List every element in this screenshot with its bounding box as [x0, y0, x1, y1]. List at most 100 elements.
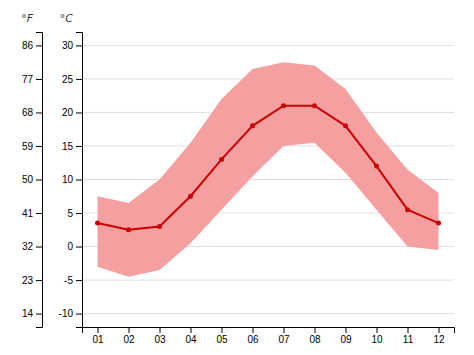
tick-mark — [129, 327, 130, 333]
tick-mark — [76, 112, 82, 113]
point — [436, 221, 441, 226]
tick-label: 05 — [216, 334, 228, 345]
tick-mark — [76, 213, 82, 214]
tick-label: 11 — [403, 334, 414, 345]
tick: 04 — [185, 327, 197, 345]
tick-label: 10 — [371, 334, 383, 345]
tick-label: 10 — [62, 174, 74, 185]
tick-mark — [377, 327, 378, 333]
axis-line — [36, 33, 43, 328]
point — [281, 103, 286, 108]
tick: 5 — [67, 208, 82, 219]
axis-line — [83, 328, 455, 334]
tick: 14 — [22, 308, 42, 319]
tick-mark — [76, 180, 82, 181]
tick-label: 0 — [67, 241, 73, 252]
axis-title: °C — [60, 12, 74, 25]
tick-mark — [36, 79, 42, 80]
tick-mark — [222, 327, 223, 333]
tick-label: 14 — [22, 308, 34, 319]
tick: 25 — [62, 74, 82, 85]
point — [188, 194, 193, 199]
tick-mark — [284, 327, 285, 333]
tick-mark — [36, 213, 42, 214]
range-band — [98, 62, 439, 277]
tick-mark — [98, 327, 99, 333]
tick-label: 07 — [278, 334, 290, 345]
point — [312, 103, 317, 108]
tick: 0 — [67, 241, 82, 252]
grid — [82, 45, 454, 313]
tick-mark — [76, 79, 82, 80]
point — [126, 227, 131, 232]
axis-line — [76, 33, 83, 328]
tick-label: 41 — [22, 208, 34, 219]
tick: 86 — [22, 40, 42, 51]
tick: 59 — [22, 141, 42, 152]
point — [157, 224, 162, 229]
tick: 06 — [247, 327, 259, 345]
tick-label: 20 — [62, 107, 74, 118]
point — [405, 207, 410, 212]
tick-mark — [36, 314, 42, 315]
axis-title: °F — [21, 12, 34, 25]
tick: 50 — [22, 174, 42, 185]
point — [95, 221, 100, 226]
tick-label: 59 — [22, 141, 34, 152]
tick: 01 — [92, 327, 104, 345]
tick-label: 08 — [309, 334, 321, 345]
tick: 23 — [22, 275, 42, 286]
tick: 03 — [154, 327, 166, 345]
tick-label: 23 — [22, 275, 34, 286]
tick-mark — [36, 180, 42, 181]
tick: 05 — [216, 327, 228, 345]
tick-mark — [76, 314, 82, 315]
tick: 32 — [22, 241, 42, 252]
chart-svg: 010203040506070809101112-10-505101520253… — [0, 0, 474, 355]
tick: 12 — [433, 327, 445, 345]
tick: -10 — [59, 308, 82, 319]
grid-line — [82, 313, 454, 314]
plot-root: 010203040506070809101112-10-505101520253… — [21, 12, 454, 345]
tick-label: 5 — [67, 208, 73, 219]
tick: 02 — [123, 327, 135, 345]
tick-mark — [76, 146, 82, 147]
tick-mark — [191, 327, 192, 333]
tick-mark — [439, 327, 440, 333]
tick: 77 — [22, 74, 42, 85]
tick-label: 04 — [185, 334, 197, 345]
tick: -5 — [64, 275, 82, 286]
y2-axis: 14 23 32 41 50 59 68 77 86 — [22, 33, 43, 328]
tick-label: 25 — [62, 74, 74, 85]
tick: 20 — [62, 107, 82, 118]
tick-label: 12 — [433, 334, 445, 345]
tick-mark — [346, 327, 347, 333]
tick-label: 15 — [62, 141, 74, 152]
tick-mark — [36, 280, 42, 281]
tick-mark — [315, 327, 316, 333]
tick-label: -5 — [64, 275, 73, 286]
tick-label: 03 — [154, 334, 166, 345]
tick-mark — [160, 327, 161, 333]
marks — [95, 62, 441, 277]
tick: 41 — [22, 208, 42, 219]
tick-mark — [36, 146, 42, 147]
tick-label: -10 — [59, 308, 74, 319]
tick: 10 — [62, 174, 82, 185]
tick-label: 77 — [22, 74, 34, 85]
point — [219, 157, 224, 162]
tick-label: 09 — [340, 334, 352, 345]
tick-label: 86 — [22, 40, 34, 51]
tick: 07 — [278, 327, 290, 345]
tick-label: 50 — [22, 174, 34, 185]
grid-line — [82, 280, 454, 281]
tick-mark — [76, 247, 82, 248]
tick-label: 01 — [92, 334, 104, 345]
tick: 11 — [403, 327, 414, 345]
tick: 68 — [22, 107, 42, 118]
tick: 10 — [371, 327, 383, 345]
chart-container: 010203040506070809101112-10-505101520253… — [0, 0, 474, 355]
line — [98, 106, 439, 230]
y-axis: -10-5051015202530 — [59, 33, 83, 328]
tick-mark — [253, 327, 254, 333]
